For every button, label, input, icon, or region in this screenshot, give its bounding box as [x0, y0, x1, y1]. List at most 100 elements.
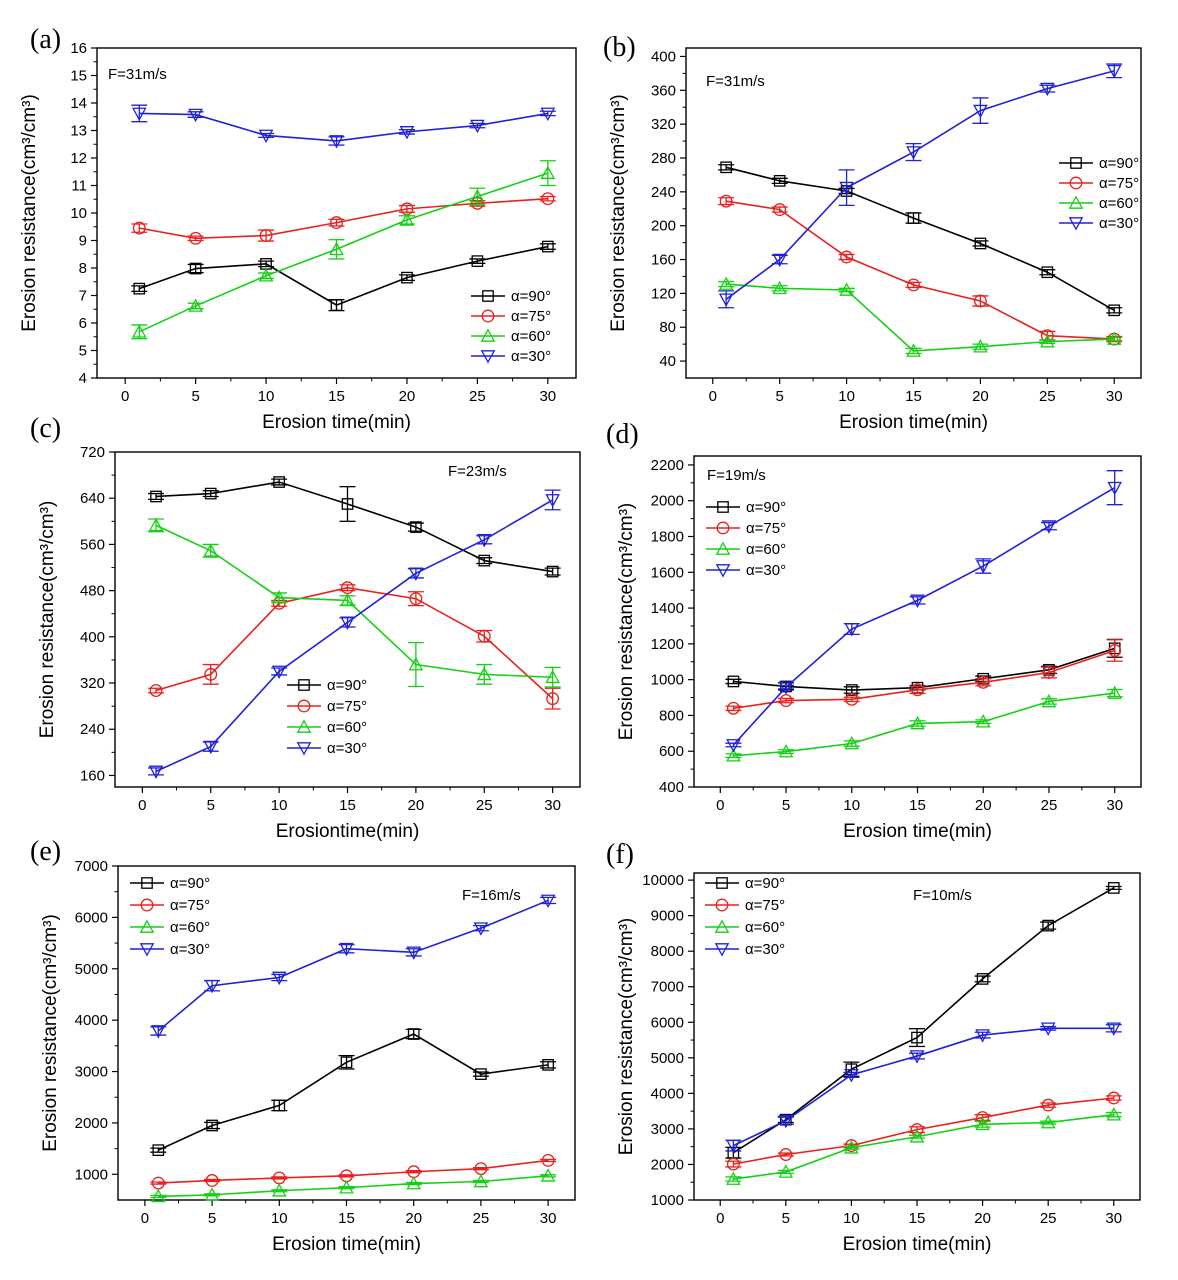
x-tick-label: 15 [338, 1210, 355, 1227]
y-tick-label: 2200 [651, 457, 684, 474]
data-point [726, 1171, 741, 1185]
series-triangle-up [131, 160, 556, 340]
data-point [475, 1068, 487, 1080]
data-point [476, 666, 492, 681]
x-tick-label: 5 [782, 797, 790, 814]
error-bar [338, 1054, 355, 1070]
series-line [733, 1097, 1114, 1165]
legend-label: α=75° [511, 308, 551, 325]
y-tick-label: 8 [79, 260, 87, 277]
data-point [1107, 1091, 1121, 1105]
x-tick-label: 25 [476, 797, 493, 814]
data-point [330, 299, 343, 311]
x-tick-label: 30 [540, 1210, 557, 1227]
x-tick-label: 0 [121, 388, 129, 405]
data-point [330, 216, 343, 230]
chart-panel-a: 0 5 10 15 20 25 30 4 5 6 7 8 9 10 11 12 13 14 15 16 Erosion … [19, 24, 577, 433]
data-point [152, 1144, 165, 1157]
error-bar [539, 110, 556, 117]
y-tick-label: 560 [80, 536, 105, 553]
velocity-annotation: F=23m/s [448, 463, 507, 480]
series-square [131, 240, 556, 312]
y-tick-label: 1000 [651, 672, 684, 689]
y-tick-label: 5 [79, 343, 87, 360]
x-tick-label: 0 [716, 797, 724, 814]
y-tick-label: 240 [80, 721, 105, 738]
error-bar [972, 97, 989, 124]
legend-label: α=90° [1099, 155, 1139, 172]
y-tick-label: 160 [651, 252, 676, 269]
data-point [408, 567, 424, 581]
data-point [1040, 82, 1055, 97]
error-bar [777, 1169, 794, 1174]
data-point [340, 616, 355, 630]
series-square [148, 476, 561, 578]
series-triangle-down [725, 470, 1123, 753]
data-point [401, 271, 413, 284]
x-tick-label: 0 [716, 1210, 724, 1227]
data-point [410, 521, 422, 533]
error-bar [725, 753, 742, 759]
x-tick-label: 15 [328, 388, 345, 405]
data-point [339, 1180, 354, 1194]
data-point [1107, 481, 1122, 496]
x-tick-label: 10 [271, 797, 288, 814]
y-tick-label: 2000 [651, 493, 684, 510]
y-tick-label: 12 [70, 150, 87, 167]
series-circle [725, 639, 1123, 715]
error-bar [405, 1181, 422, 1186]
data-point [148, 765, 164, 779]
error-bar [258, 132, 275, 139]
data-point [133, 282, 146, 295]
y-axis-label: Erosion resistance(cm³/cm³) [616, 918, 637, 1156]
data-point [406, 1175, 421, 1190]
panel-label: (e) [30, 836, 61, 867]
error-bar [407, 591, 424, 607]
data-point [149, 684, 163, 697]
y-tick-label: 6 [79, 315, 87, 332]
y-tick-label: 9000 [651, 908, 684, 925]
data-point [541, 240, 554, 253]
error-bar [398, 129, 415, 135]
data-point [975, 1029, 990, 1043]
legend-label: α=75° [1099, 175, 1139, 192]
data-point [911, 683, 924, 697]
error-bar [909, 1028, 925, 1048]
chart-panel-e: 0 5 10 15 20 25 30 1000 2000 3000 4000 5000 6000 7000… [30, 836, 576, 1255]
data-point [909, 1129, 925, 1143]
error-bar [725, 1176, 742, 1182]
data-point [726, 748, 741, 762]
legend: α=90° α=75° α=60° α=30° [1059, 155, 1139, 232]
legend-marker [715, 898, 729, 912]
x-tick-label: 10 [271, 1210, 288, 1227]
data-point [844, 623, 860, 637]
data-point [726, 701, 740, 715]
y-tick-label: 320 [651, 116, 676, 133]
x-tick-label: 25 [1040, 1210, 1057, 1227]
data-point [541, 192, 555, 206]
y-tick-label: 1000 [75, 1166, 108, 1183]
data-point [976, 973, 989, 985]
series-circle [718, 194, 1123, 346]
y-tick-label: 40 [659, 353, 676, 370]
data-point [778, 1164, 794, 1178]
y-tick-label: 640 [80, 490, 105, 507]
data-point [409, 592, 423, 606]
legend-label: α=60° [511, 328, 551, 345]
data-point [779, 694, 793, 708]
data-point [340, 1056, 353, 1069]
data-point [773, 203, 787, 217]
legend-label: α=30° [746, 562, 786, 579]
error-bar [271, 1189, 288, 1193]
y-tick-label: 11 [71, 178, 87, 195]
legend-label: α=75° [746, 520, 786, 537]
x-axis-label: Erosion time(min) [843, 1234, 992, 1255]
data-point [1040, 334, 1055, 348]
data-point [844, 1139, 858, 1153]
legend-label: α=30° [745, 941, 785, 958]
plot-frame [117, 865, 576, 1201]
legend-label: α=90° [746, 499, 786, 516]
data-point [778, 1114, 794, 1129]
y-tick-label: 4000 [75, 1012, 108, 1029]
data-point [726, 739, 741, 753]
